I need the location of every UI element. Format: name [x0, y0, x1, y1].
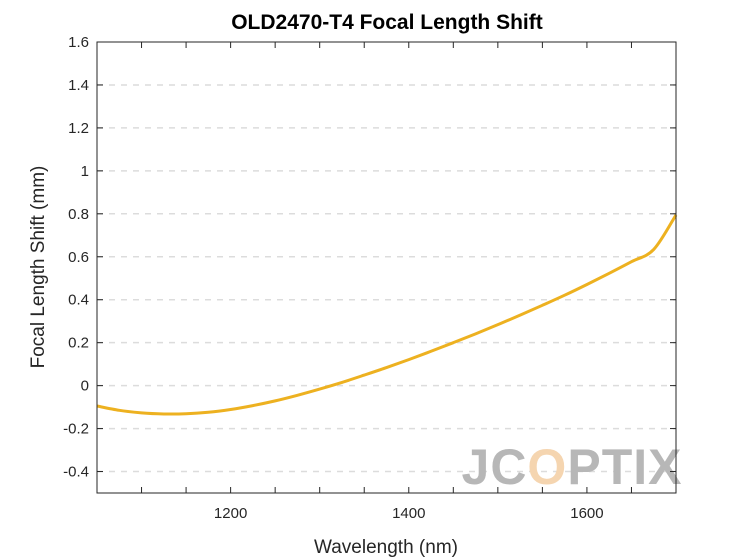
y-tick-label-6: 0.8: [68, 206, 89, 223]
jcoptix-watermark-logo: JCOPTIX: [462, 439, 683, 495]
watermark-letter-2: O: [527, 439, 567, 495]
watermark-letter-0: J: [462, 439, 491, 495]
y-tick-label-1: -0.2: [63, 421, 89, 438]
y-tick-label-8: 1.2: [68, 120, 89, 137]
y-tick-label-5: 0.6: [68, 249, 89, 266]
y-tick-label-7: 1: [81, 163, 89, 180]
watermark-letter-3: P: [567, 439, 601, 495]
watermark-letter-4: T: [602, 439, 634, 495]
x-axis-ticks: 1200 1400 1600: [141, 42, 632, 522]
y-axis-ticks: -0.4 -0.2 0 0.2 0.4 0.6 0.8 1 1.2 1.4 1.6: [63, 34, 676, 481]
y-tick-label-4: 0.4: [68, 292, 89, 309]
y-tick-label-3: 0.2: [68, 335, 89, 352]
x-tick-label-2: 1600: [570, 505, 603, 522]
watermark-letter-1: C: [490, 439, 527, 495]
series-line: [96, 214, 678, 416]
x-tick-label-0: 1200: [214, 505, 247, 522]
x-axis-label: Wavelength (nm): [314, 537, 458, 558]
y-tick-label-0: -0.4: [63, 464, 89, 481]
y-tick-label-10: 1.6: [68, 34, 89, 51]
y-tick-label-2: 0: [81, 378, 89, 395]
chart-title: OLD2470-T4 Focal Length Shift: [231, 11, 543, 34]
watermark-letter-6: X: [648, 439, 682, 495]
y-tick-label-9: 1.4: [68, 77, 89, 94]
grid-lines: [97, 84, 676, 473]
watermark-letter-5: I: [633, 439, 648, 495]
x-tick-label-1: 1400: [392, 505, 425, 522]
plot-frame: [96, 41, 677, 494]
y-axis-label: Focal Length Shift (mm): [28, 166, 49, 369]
